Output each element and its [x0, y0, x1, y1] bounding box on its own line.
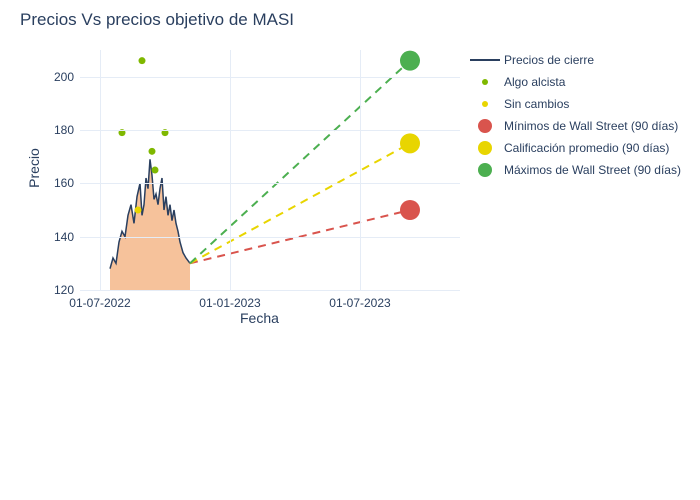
chart-svg	[80, 50, 460, 290]
chart-title: Precios Vs precios objetivo de MASI	[20, 10, 294, 30]
legend-item[interactable]: Sin cambios	[470, 94, 681, 114]
legend-item[interactable]: Máximos de Wall Street (90 días)	[470, 160, 681, 180]
y-tick: 140	[44, 230, 74, 244]
legend-item[interactable]: Precios de cierre	[470, 50, 681, 70]
x-tick: 01-07-2022	[69, 296, 130, 310]
x-tick: 01-07-2023	[329, 296, 390, 310]
y-tick: 120	[44, 283, 74, 297]
y-tick: 160	[44, 176, 74, 190]
legend-item[interactable]: Algo alcista	[470, 72, 681, 92]
y-axis-label: Precio	[26, 148, 42, 188]
plot-area: 12014016018020001-07-202201-01-202301-07…	[80, 50, 460, 290]
x-tick: 01-01-2023	[199, 296, 260, 310]
y-tick: 200	[44, 70, 74, 84]
legend-label: Calificación promedio (90 días)	[504, 141, 669, 155]
legend-item[interactable]: Calificación promedio (90 días)	[470, 138, 681, 158]
legend-label: Algo alcista	[504, 75, 565, 89]
legend-label: Precios de cierre	[504, 53, 594, 67]
legend-item[interactable]: Mínimos de Wall Street (90 días)	[470, 116, 681, 136]
legend-label: Sin cambios	[504, 97, 569, 111]
y-tick: 180	[44, 123, 74, 137]
legend-label: Mínimos de Wall Street (90 días)	[504, 119, 678, 133]
x-axis-label: Fecha	[240, 310, 279, 326]
legend: Precios de cierre Algo alcista Sin cambios…	[470, 50, 681, 182]
legend-label: Máximos de Wall Street (90 días)	[504, 163, 681, 177]
